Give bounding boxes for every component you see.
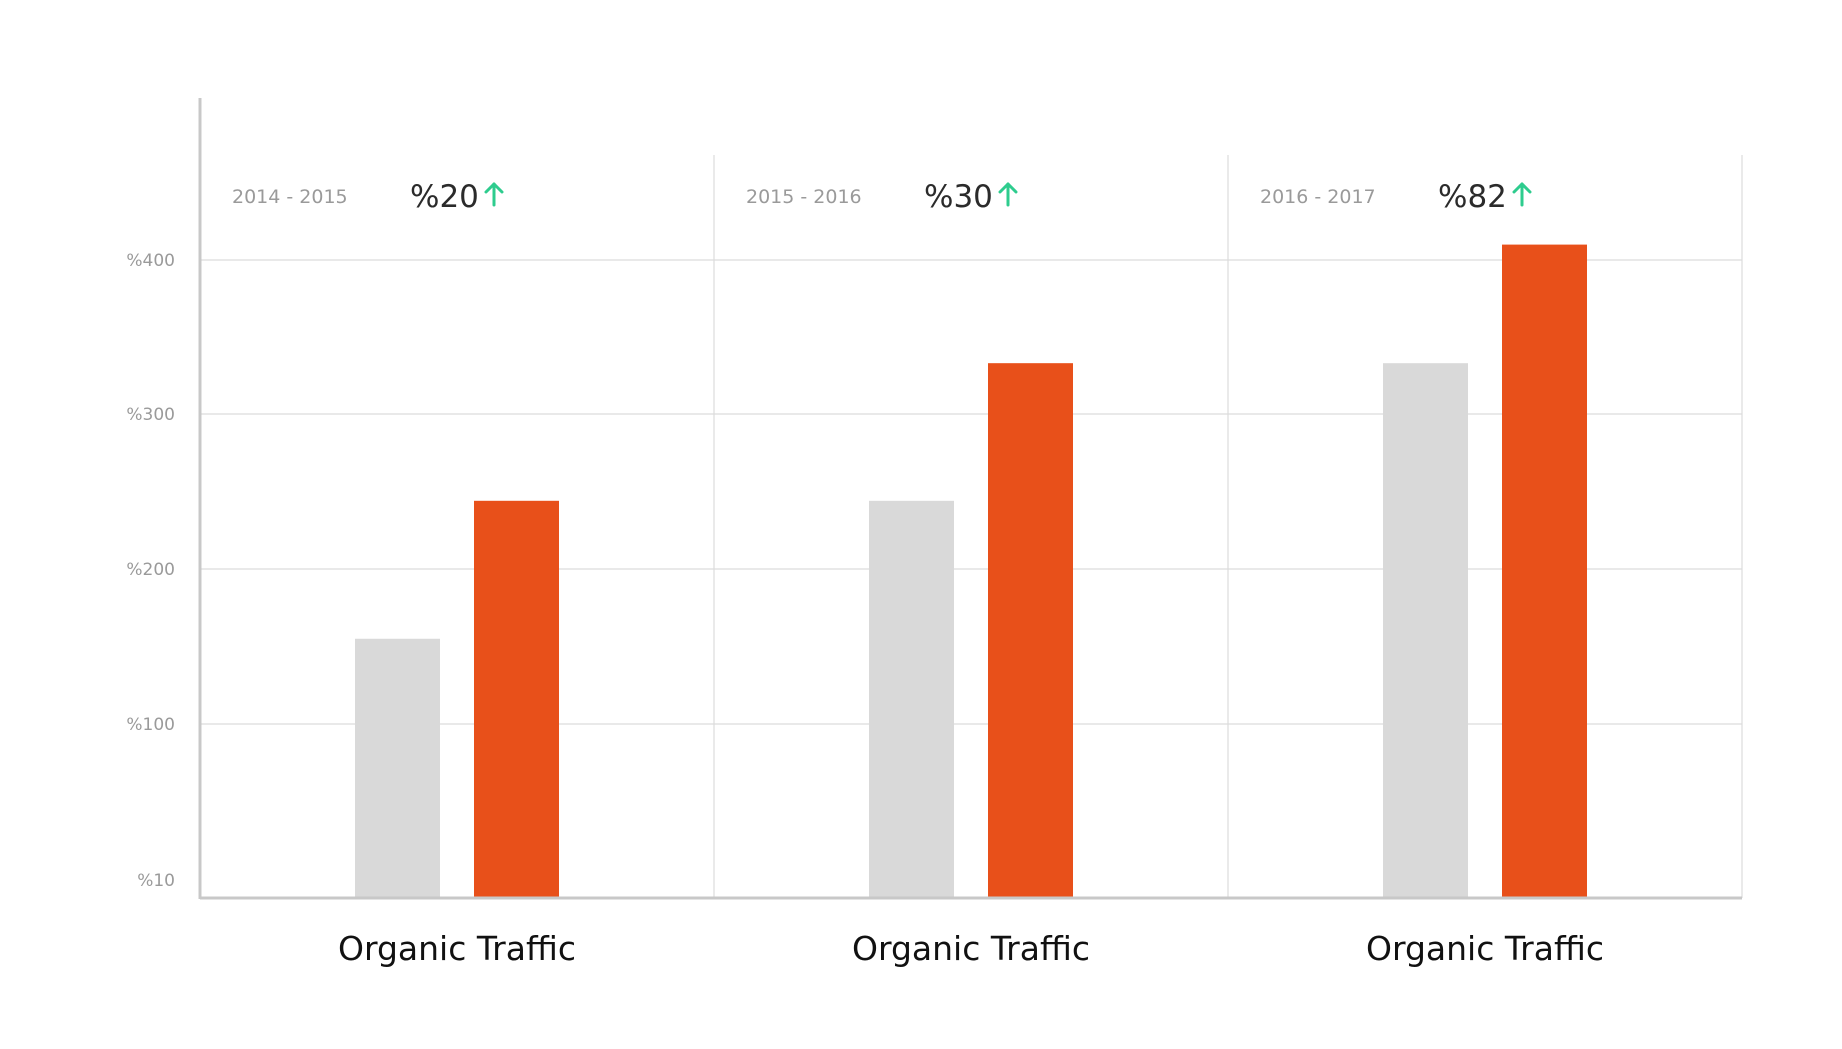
change-label: %82 — [1438, 179, 1507, 215]
bar-previous-1 — [355, 638, 440, 898]
arrow-up-icon — [1512, 182, 1532, 207]
bar-previous-3 — [1383, 363, 1468, 898]
category-label: Organic Traffic — [338, 929, 576, 968]
bar-current-1 — [474, 500, 559, 898]
y-tick-label: %10 — [137, 871, 175, 891]
y-tick-label: %200 — [126, 560, 175, 580]
period-label: 2016 - 2017 — [1260, 186, 1376, 208]
y-tick-label: %100 — [126, 715, 175, 735]
category-label: Organic Traffic — [1366, 929, 1604, 968]
axes — [198, 98, 1742, 900]
category-label: Organic Traffic — [852, 929, 1090, 968]
bar-current-2 — [988, 363, 1073, 898]
period-label: 2014 - 2015 — [232, 186, 348, 208]
period-label: 2015 - 2016 — [746, 186, 862, 208]
change-label: %30 — [924, 179, 993, 215]
arrow-up-icon — [998, 182, 1018, 207]
change-label: %20 — [410, 179, 479, 215]
y-tick-label: %400 — [126, 251, 175, 271]
grid-lines — [200, 155, 1743, 898]
bar-current-3 — [1502, 244, 1587, 899]
labels: %10 %100 %200 %300 %400 2014 - 2015 %20 Organic… — [126, 179, 1604, 968]
bar-previous-2 — [869, 500, 954, 898]
arrow-up-icon — [484, 182, 504, 207]
y-tick-label: %300 — [126, 405, 175, 425]
bars — [355, 244, 1587, 899]
